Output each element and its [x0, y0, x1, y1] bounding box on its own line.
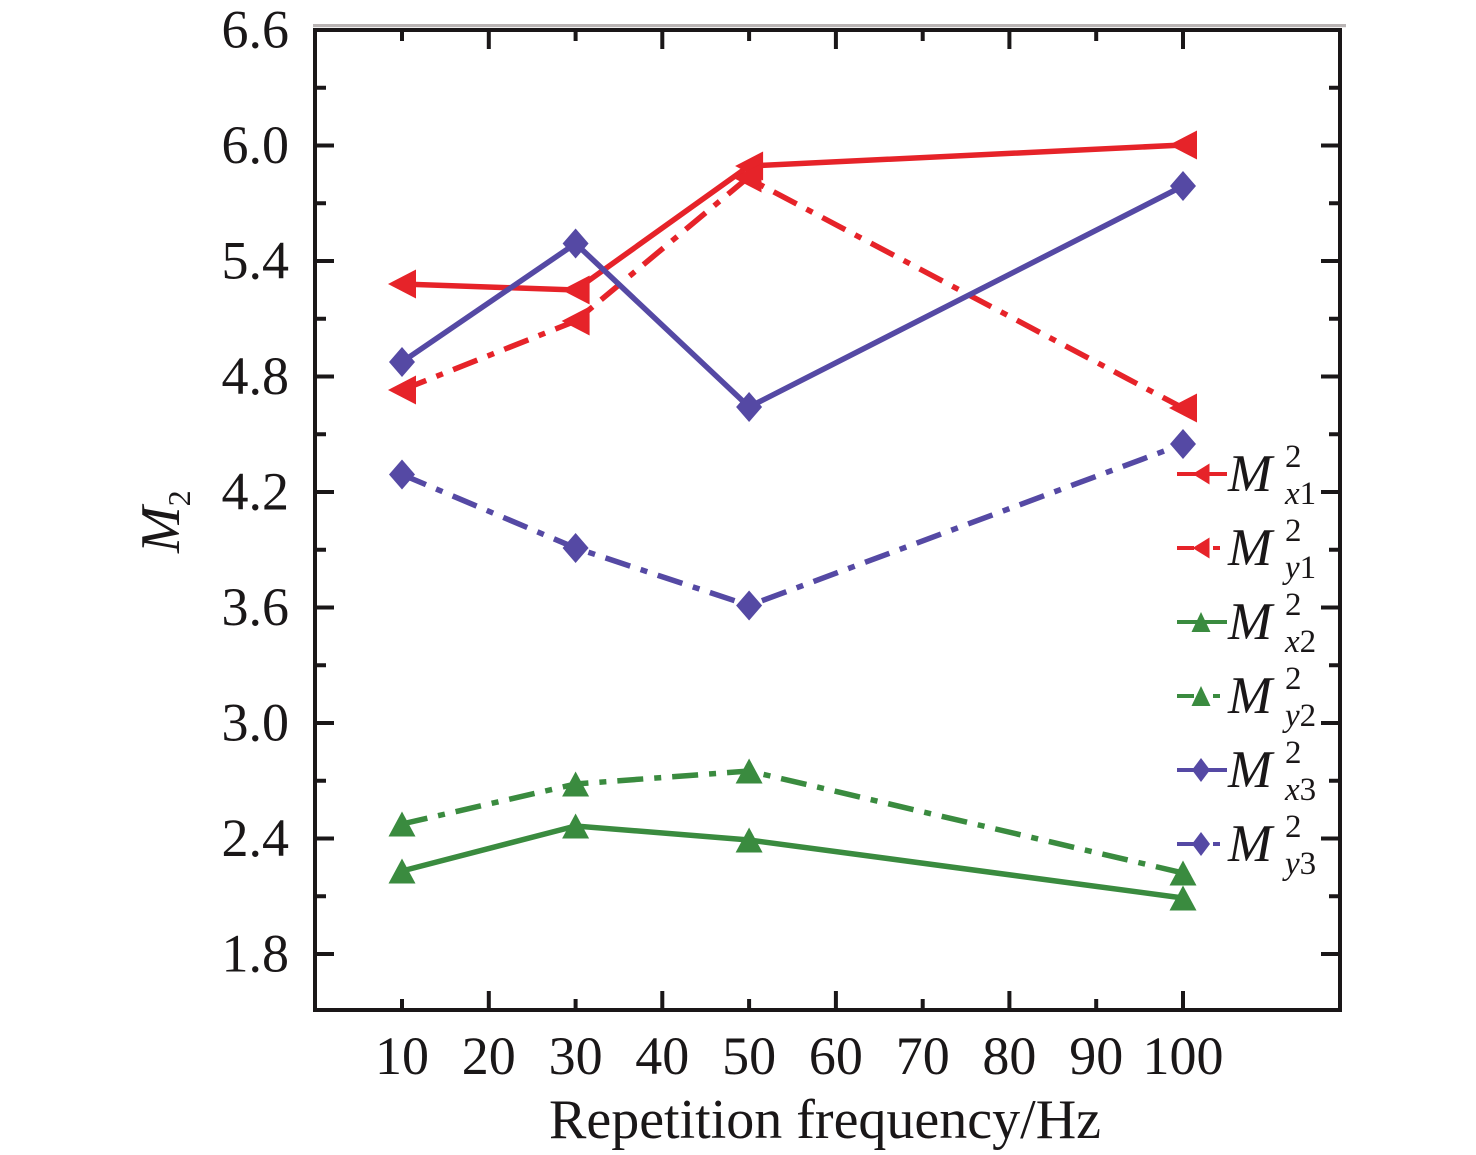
svg-text:2: 2 [1285, 661, 1302, 697]
svg-text:y1: y1 [1282, 550, 1316, 586]
svg-text:M: M [1227, 667, 1275, 725]
svg-text:6.6: 6.6 [222, 0, 290, 60]
svg-text:2: 2 [1285, 439, 1302, 475]
svg-text:70: 70 [896, 1026, 950, 1086]
svg-text:Repetition frequency/Hz: Repetition frequency/Hz [549, 1089, 1101, 1151]
svg-text:60: 60 [809, 1026, 863, 1086]
svg-text:x3: x3 [1284, 772, 1316, 808]
svg-text:40: 40 [635, 1026, 689, 1086]
svg-text:5.4: 5.4 [222, 231, 290, 291]
svg-text:2: 2 [1285, 513, 1302, 549]
svg-text:2.4: 2.4 [222, 808, 290, 868]
svg-text:y3: y3 [1282, 846, 1316, 882]
svg-text:M: M [1227, 519, 1275, 577]
svg-text:30: 30 [549, 1026, 603, 1086]
svg-text:M2: M2 [130, 490, 197, 554]
svg-text:x1: x1 [1284, 476, 1316, 512]
svg-text:6.0: 6.0 [222, 115, 290, 175]
svg-text:M: M [1227, 815, 1275, 873]
svg-text:100: 100 [1143, 1026, 1224, 1086]
svg-text:3.0: 3.0 [222, 693, 290, 753]
svg-text:4.8: 4.8 [222, 346, 290, 406]
svg-text:2: 2 [1285, 735, 1302, 771]
svg-text:90: 90 [1069, 1026, 1123, 1086]
svg-text:3.6: 3.6 [222, 577, 290, 637]
svg-text:M: M [1227, 445, 1275, 503]
svg-text:20: 20 [462, 1026, 516, 1086]
svg-text:y2: y2 [1282, 698, 1316, 734]
svg-text:x2: x2 [1284, 624, 1316, 660]
svg-text:1.8: 1.8 [222, 924, 290, 984]
svg-text:10: 10 [375, 1026, 429, 1086]
svg-text:2: 2 [1285, 587, 1302, 623]
svg-text:50: 50 [722, 1026, 776, 1086]
svg-text:4.2: 4.2 [222, 462, 290, 522]
svg-text:M: M [1227, 593, 1275, 651]
svg-text:M: M [1227, 741, 1275, 799]
svg-text:2: 2 [1285, 809, 1302, 845]
svg-text:80: 80 [982, 1026, 1036, 1086]
